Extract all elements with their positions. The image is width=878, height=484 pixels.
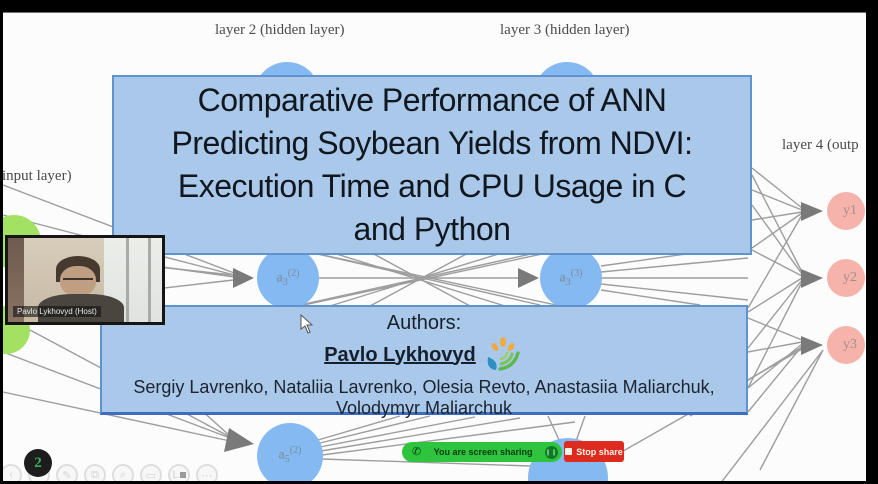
zoom-icon[interactable]: ⌕ [112,464,134,484]
phone-icon: ✆ [412,445,422,458]
node-y1-label: y1 [843,203,857,218]
title-line-2: Predicting Soybean Yields from NDVI: [171,125,693,161]
mouse-cursor [300,314,314,334]
slide-authors-box: Authors: Pavlo Lykhovyd Sergiy Lavrenko,… [100,305,748,418]
node-y3-label: y3 [843,337,857,352]
letterbox-right [866,0,878,484]
pages-icon[interactable]: ⧉ [84,464,106,484]
letterbox-left [0,0,3,484]
webcam-background [8,238,24,322]
layer4-label: layer 4 (outp [782,137,859,153]
screen-sharing-banner[interactable]: ✆ You are screen sharing ❙❙ [402,442,562,462]
node-y2-label: y2 [843,270,857,285]
authors-heading: Authors: [386,312,462,334]
stop-share-button[interactable]: Stop share [564,441,624,462]
layer2-label: layer 2 (hidden layer) [215,22,345,38]
stop-icon [565,448,573,455]
node-a3-3-label: a3(3) [559,267,583,289]
authors-names-line-2: Volodymyr Maliarchuk [335,398,513,418]
pause-share-icon[interactable]: ❙❙ [545,445,558,459]
title-line-1: Comparative Performance of ANN [197,82,667,118]
lead-author-name: Pavlo Lykhovyd [324,343,476,366]
letterbox-top [0,0,878,13]
layer3-label: layer 3 (hidden layer) [500,22,630,38]
letterbox-bottom [0,481,878,484]
authors-names-line-1: Sergiy Lavrenko, Nataliia Lavrenko, Oles… [133,377,715,397]
rectangle-icon[interactable]: ▭ [140,464,162,484]
annotation-badge-icon[interactable]: 2 [24,449,52,477]
stop-share-label: Stop share [576,446,623,457]
input-layer-label: input layer) [2,168,72,184]
institute-logo-icon [487,337,520,371]
node-a3-2-label: a3(2) [276,267,300,289]
title-line-3: Execution Time and CPU Usage in C [177,168,687,204]
more-icon[interactable]: ⋯ [196,464,218,484]
title-line-4: and Python [353,211,511,247]
participant-name-label: Pavlo Lykhovyd (Host) [13,306,101,317]
laser-pointer-icon[interactable]: L [168,464,190,484]
screen-sharing-label: You are screen sharing [433,447,533,457]
webcam-video-thumbnail[interactable]: Pavlo Lykhovyd (Host) [5,235,165,325]
glasses [63,278,93,285]
draw-icon[interactable]: ✎ [56,464,78,484]
slide-title-box: Comparative Performance of ANN Predictin… [112,75,752,255]
node-a5-2-label: a5(2) [278,444,302,466]
